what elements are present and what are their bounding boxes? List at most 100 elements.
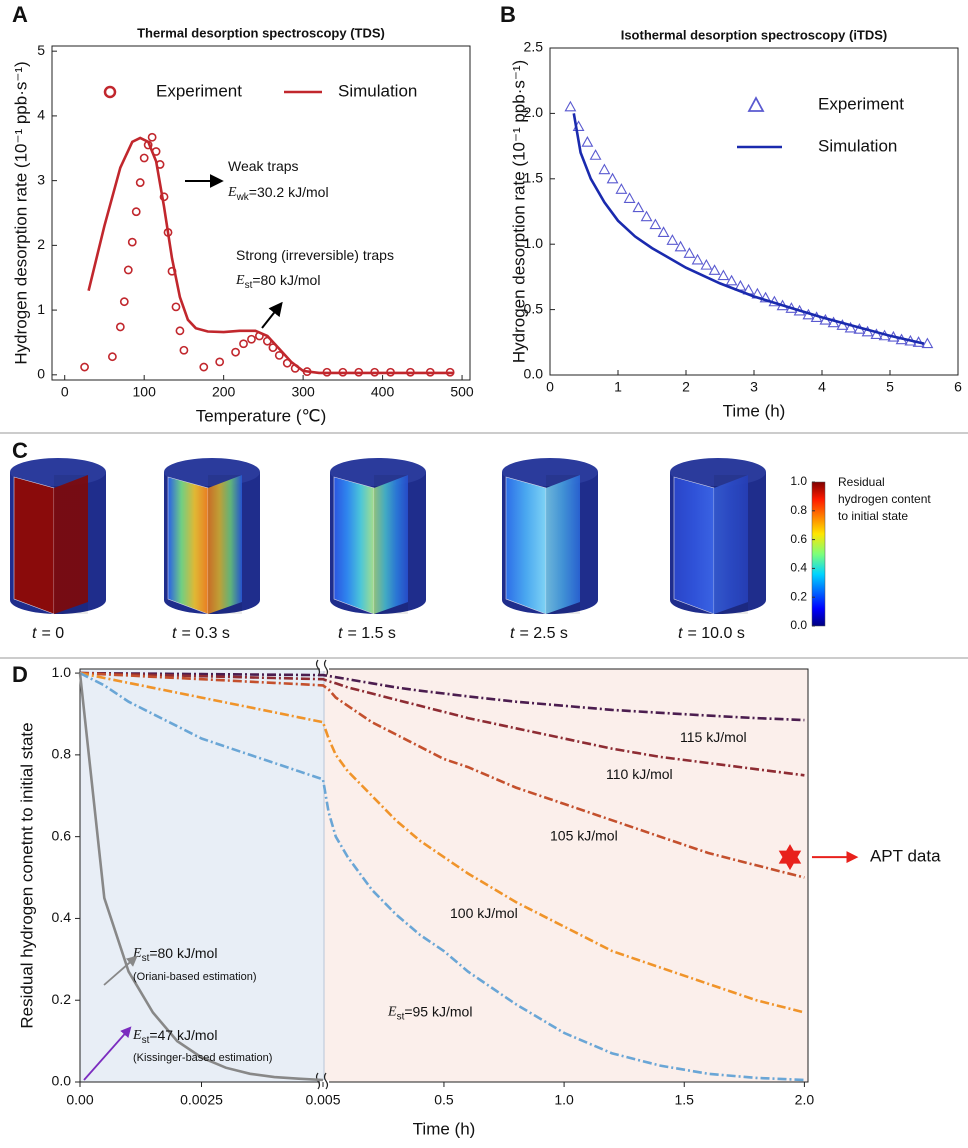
text: = 1.5 s — [347, 625, 395, 642]
x-tick-label: 400 — [371, 384, 395, 400]
cut-shade — [546, 475, 580, 614]
y-tick-label: 0.0 — [52, 1073, 72, 1089]
cut-shade — [208, 475, 242, 614]
symbol: t — [338, 625, 343, 642]
colorbar-tick-label: 0.6 — [790, 532, 807, 546]
text: =30.2 kJ/mol — [249, 184, 329, 200]
curve-label: 115 kJ/mol — [680, 729, 747, 745]
x-axis-label: Time (h) — [413, 1119, 476, 1138]
x-tick-label: 500 — [450, 384, 474, 400]
y-tick-label: 4 — [37, 107, 45, 123]
y-tick-label: 0.8 — [52, 746, 72, 762]
x-tick-label: 1.5 — [675, 1092, 695, 1108]
subscript: wk — [236, 192, 250, 203]
panel-label: A — [12, 2, 28, 27]
y-tick-label: 1.0 — [52, 664, 72, 680]
cut-shade — [54, 475, 88, 614]
annotation: Strong (irreversible) traps — [236, 247, 394, 263]
x-tick-label: 1 — [614, 379, 622, 395]
snapshot-label: t= 1.5 s — [338, 625, 396, 642]
x-tick-label: 4 — [818, 379, 826, 395]
chart-title: Isothermal desorption spectroscopy (iTDS… — [621, 27, 888, 42]
figure: A Thermal desorption spectroscopy (TDS) 0 1… — [0, 0, 968, 1148]
region-shade — [80, 669, 324, 1082]
text: =95 kJ/mol — [404, 1003, 472, 1019]
text: Strong (irreversible) traps — [236, 247, 394, 263]
y-axis-label: Hydrogen desorption rate (10⁻¹ ppb·s⁻¹) — [11, 61, 30, 364]
y-axis-label: Residual hydrogen conetnt to initial sta… — [17, 722, 36, 1028]
x-tick-label: 6 — [954, 379, 962, 395]
colorbar-tick-label: 0.2 — [790, 589, 807, 603]
snapshot-label: t= 10.0 s — [678, 625, 745, 642]
cut-face — [334, 477, 374, 614]
y-tick-label: 5 — [37, 42, 45, 58]
y-tick-label: 0.6 — [52, 827, 72, 843]
annotation: Weak traps — [228, 158, 299, 174]
text: Weak traps — [228, 158, 299, 174]
y-axis-label: Hydrogen desorption rate (10⁻¹ ppb·s⁻¹) — [509, 60, 528, 363]
text: = 10.0 s — [687, 625, 744, 642]
text: = 2.5 s — [519, 625, 567, 642]
symbol: t — [32, 625, 37, 642]
panel-label: D — [12, 662, 28, 687]
x-tick-label: 200 — [212, 384, 236, 400]
text: =80 kJ/mol — [252, 272, 320, 288]
symbol: E — [235, 273, 245, 288]
curve-note: (Oriani-based estimation) — [133, 971, 257, 983]
y-tick-label: 2 — [37, 236, 45, 252]
legend-label: Experiment — [818, 94, 904, 113]
y-tick-label: 0 — [37, 366, 45, 382]
x-tick-label: 0 — [61, 384, 69, 400]
panel-label: C — [12, 438, 28, 463]
colorbar-tick-label: 0.4 — [790, 561, 807, 575]
x-tick-label: 0.00 — [66, 1092, 93, 1108]
annotation: APT data — [870, 847, 941, 866]
y-tick-label: 2.5 — [524, 39, 544, 55]
y-tick-label: 0.0 — [524, 366, 544, 382]
cut-face — [506, 477, 546, 614]
x-tick-label: 100 — [133, 384, 157, 400]
colorbar-title: Residual — [838, 475, 885, 489]
y-tick-label: 3 — [37, 171, 45, 187]
x-axis-label: Temperature (℃) — [196, 406, 327, 425]
x-tick-label: 0.0025 — [180, 1092, 223, 1108]
chart-title: Thermal desorption spectroscopy (TDS) — [137, 25, 385, 40]
text: =47 kJ/mol — [149, 1027, 217, 1043]
y-tick-label: 0.4 — [52, 909, 72, 925]
legend-label: Simulation — [338, 81, 417, 100]
symbol: E — [132, 1028, 142, 1043]
curve-label: 100 kJ/mol — [450, 905, 518, 921]
panel-label: B — [500, 2, 516, 27]
cut-face — [674, 477, 714, 614]
snapshot-label: t= 2.5 s — [510, 625, 568, 642]
y-tick-label: 0.2 — [52, 991, 72, 1007]
x-tick-label: 300 — [291, 384, 315, 400]
legend-label: Experiment — [156, 81, 242, 100]
symbol: t — [510, 625, 515, 642]
x-tick-label: 1.0 — [554, 1092, 574, 1108]
x-tick-label: 5 — [886, 379, 894, 395]
curve-label: 105 kJ/mol — [550, 827, 618, 843]
colorbar-title: to initial state — [838, 509, 908, 523]
colorbar-title: hydrogen content — [838, 492, 931, 506]
cut-shade — [714, 475, 748, 614]
x-tick-label: 0.5 — [434, 1092, 454, 1108]
annotation-note: (Kissinger-based estimation) — [133, 1052, 272, 1064]
colorbar-tick-label: 1.0 — [790, 474, 807, 488]
symbol: E — [387, 1005, 397, 1020]
x-tick-label: 0.005 — [305, 1092, 340, 1108]
x-tick-label: 2.0 — [795, 1092, 815, 1108]
curve-label: 110 kJ/mol — [606, 766, 673, 782]
cut-face — [168, 477, 208, 614]
colorbar-tick-label: 0.0 — [790, 618, 807, 632]
snapshot-label: t= 0.3 s — [172, 625, 230, 642]
x-tick-label: 3 — [750, 379, 758, 395]
colorbar — [812, 482, 825, 626]
colorbar-tick-label: 0.8 — [790, 503, 807, 517]
text: = 0 — [41, 625, 64, 642]
symbol: E — [227, 185, 237, 200]
symbol: t — [172, 625, 177, 642]
cut-face — [14, 477, 54, 614]
symbol: t — [678, 625, 683, 642]
legend-label: Simulation — [818, 136, 897, 155]
